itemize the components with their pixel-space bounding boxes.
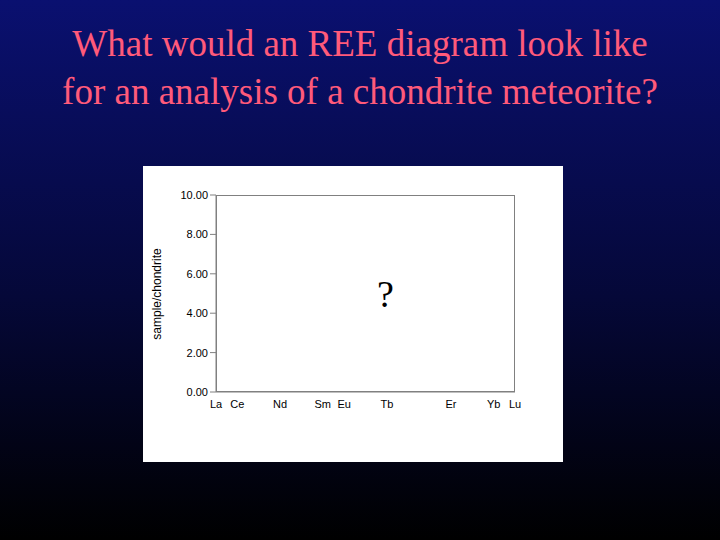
svg-text:4.00: 4.00 — [187, 307, 208, 319]
svg-text:0.00: 0.00 — [187, 386, 208, 398]
svg-text:6.00: 6.00 — [187, 268, 208, 280]
svg-text:8.00: 8.00 — [187, 228, 208, 240]
html-text:sample/chondrite: sample/chondrite — [150, 247, 164, 340]
svg-text:Eu: Eu — [337, 398, 350, 410]
svg-text:Er: Er — [445, 398, 456, 410]
svg-text:Tb: Tb — [380, 398, 393, 410]
svg-text:10.00: 10.00 — [180, 189, 208, 201]
svg-text:Ce: Ce — [230, 398, 244, 410]
svg-text:La: La — [210, 398, 223, 410]
svg-text:Yb: Yb — [487, 398, 500, 410]
html-text:What would an REE diagram look: What would an REE diagram look like for … — [62, 23, 658, 112]
svg-text:Nd: Nd — [273, 398, 287, 410]
svg-text:Sm: Sm — [315, 398, 332, 410]
svg-text:2.00: 2.00 — [187, 347, 208, 359]
svg-text:Lu: Lu — [509, 398, 521, 410]
